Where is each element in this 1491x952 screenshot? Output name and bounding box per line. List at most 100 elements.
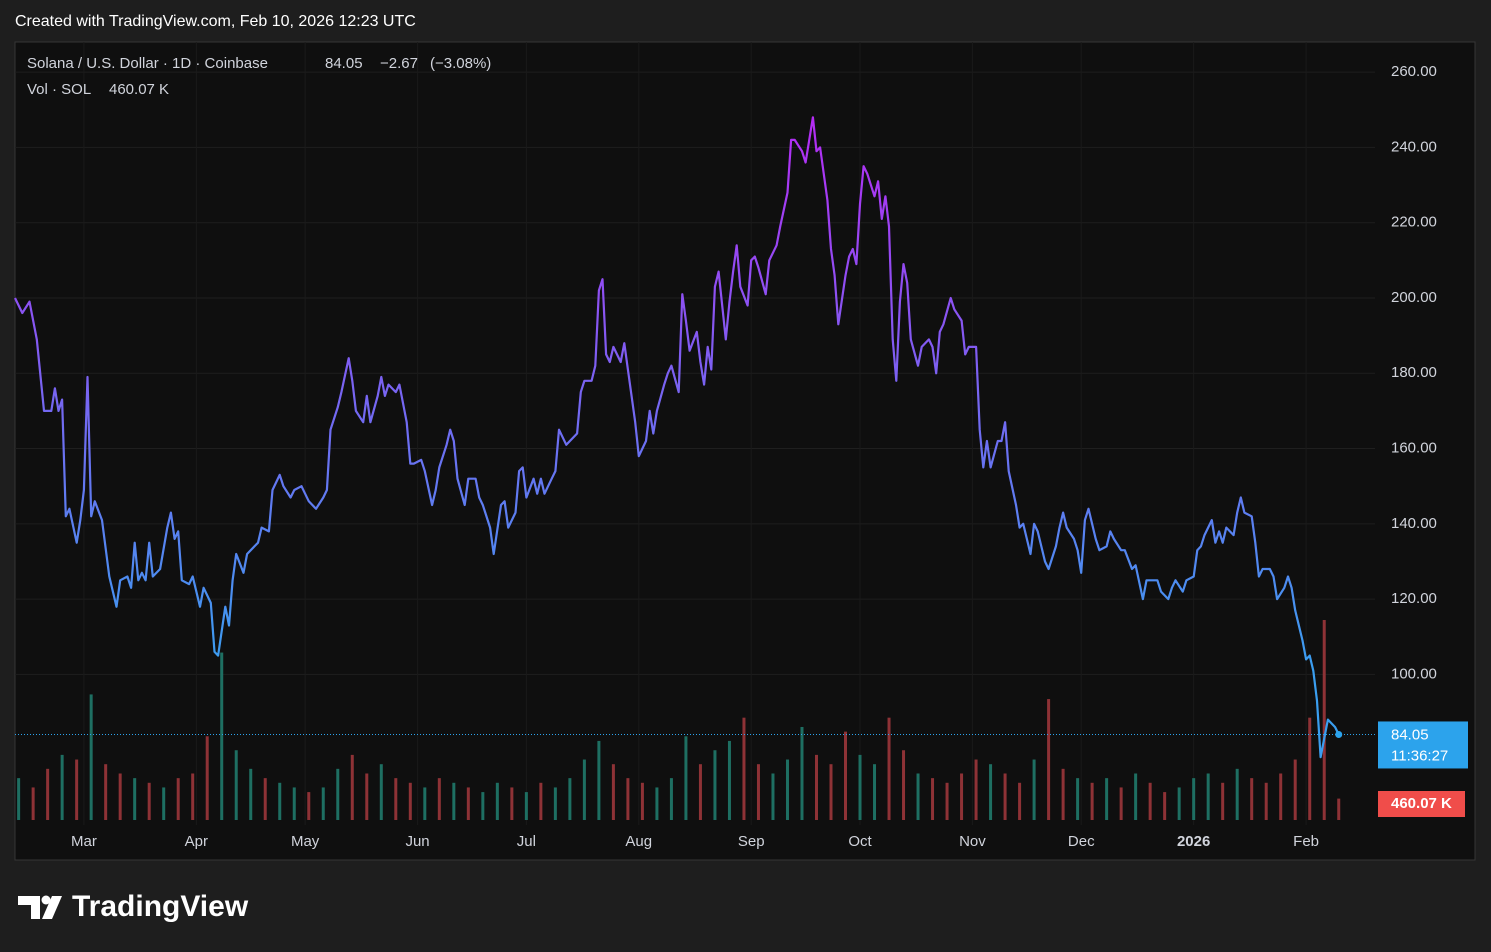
volume-pane (17, 620, 1341, 820)
volume-bar (1279, 773, 1283, 820)
volume-bar (1047, 699, 1051, 820)
volume-bar (916, 773, 920, 820)
volume-bar (785, 759, 789, 820)
volume-box (1378, 791, 1465, 817)
volume-bar (524, 792, 528, 820)
volume-bar (350, 754, 354, 820)
volume-bar (858, 754, 862, 820)
volume-value: 460.07 K (109, 81, 169, 98)
volume-bar (307, 792, 311, 820)
volume-bar (510, 787, 514, 820)
x-tick-label: Sep (738, 833, 765, 850)
volume-bar (814, 754, 818, 820)
x-tick-label: Feb (1293, 833, 1319, 850)
y-tick-label: 200.00 (1391, 289, 1437, 306)
volume-bar (60, 754, 64, 820)
price-pane (14, 116, 1375, 759)
volume-box-value: 460.07 K (1391, 795, 1452, 812)
volume-bar (931, 778, 935, 820)
volume-bar (75, 759, 79, 820)
volume-bar (336, 768, 340, 820)
volume-bar (495, 782, 499, 820)
volume-bar (1308, 717, 1312, 820)
x-tick-label: Mar (71, 833, 97, 850)
y-tick-label: 240.00 (1391, 138, 1437, 155)
price-box-value: 84.05 (1391, 726, 1429, 743)
volume-bar (437, 778, 441, 820)
volume-bar (1250, 778, 1254, 820)
volume-bar (1322, 620, 1326, 820)
labels: Solana / U.S. Dollar · 1D · Coinbase 84.… (27, 55, 1468, 850)
volume-bar (278, 782, 282, 820)
volume-bar (1264, 782, 1268, 820)
volume-bar (756, 764, 760, 820)
volume-bar (713, 750, 717, 820)
price-box (1378, 721, 1468, 769)
volume-bar (1337, 798, 1341, 820)
volume-bar (31, 787, 35, 820)
volume-bar (626, 778, 630, 820)
y-tick-label: 220.00 (1391, 214, 1437, 231)
volume-bar (597, 740, 601, 820)
volume-bar (1148, 782, 1152, 820)
volume-bar (1032, 759, 1036, 820)
volume-bar (249, 768, 253, 820)
volume-bar (1076, 778, 1080, 820)
volume-bar (118, 773, 122, 820)
volume-bar (104, 764, 108, 820)
volume-bar (423, 787, 427, 820)
volume-bar (1293, 759, 1297, 820)
volume-bar (1206, 773, 1210, 820)
volume-bar (394, 778, 398, 820)
volume-bar (147, 782, 151, 820)
y-tick-label: 140.00 (1391, 515, 1437, 532)
price-box-countdown: 11:36:27 (1391, 747, 1448, 764)
y-tick-label: 160.00 (1391, 440, 1437, 457)
volume-bar (698, 764, 702, 820)
x-tick-label: Aug (625, 833, 652, 850)
volume-bar (220, 652, 224, 820)
volume-bar (669, 778, 673, 820)
volume-bar (1235, 768, 1239, 820)
x-tick-label: Apr (185, 833, 208, 850)
volume-bar (844, 731, 848, 820)
x-tick-label: Dec (1068, 833, 1095, 850)
volume-bar (292, 787, 296, 820)
x-tick-label: Nov (959, 833, 986, 850)
volume-bar (727, 740, 731, 820)
volume-bar (1003, 773, 1007, 820)
price-line (14, 116, 1340, 759)
y-tick-label: 260.00 (1391, 63, 1437, 80)
volume-bar (611, 764, 615, 820)
volume-bar (17, 778, 21, 820)
volume-bar (321, 787, 325, 820)
volume-bar (452, 782, 456, 820)
volume-bar (365, 773, 369, 820)
volume-bar (1177, 787, 1181, 820)
volume-bar (176, 778, 180, 820)
volume-bar (133, 778, 137, 820)
volume-bar (1105, 778, 1109, 820)
volume-bar (640, 782, 644, 820)
volume-bar (553, 787, 557, 820)
volume-bar (960, 773, 964, 820)
volume-bar (742, 717, 746, 820)
volume-bar (989, 764, 993, 820)
volume-bar (800, 726, 804, 820)
symbol-title: Solana / U.S. Dollar · 1D · Coinbase (27, 55, 268, 72)
volume-bar (234, 750, 238, 820)
x-tick-label: 2026 (1177, 833, 1210, 850)
volume-bar (1061, 768, 1065, 820)
volume-bar (1221, 782, 1225, 820)
y-tick-label: 100.00 (1391, 665, 1437, 682)
volume-bar (902, 750, 906, 820)
volume-bar (873, 764, 877, 820)
volume-bar (162, 787, 166, 820)
volume-bar (379, 764, 383, 820)
volume-bar (655, 787, 659, 820)
grid (15, 42, 1375, 825)
volume-title: Vol · SOL (27, 81, 91, 98)
volume-bar (974, 759, 978, 820)
